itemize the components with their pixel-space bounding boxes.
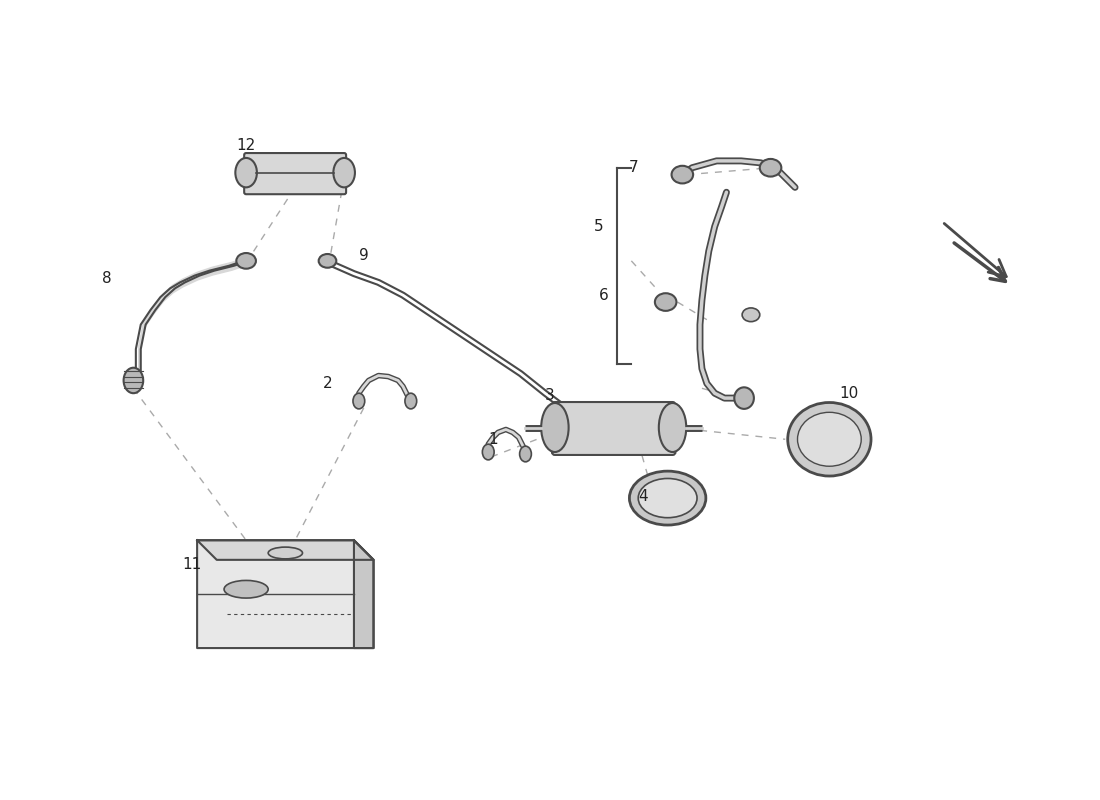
FancyBboxPatch shape	[244, 153, 346, 194]
Text: 7: 7	[628, 160, 638, 175]
Ellipse shape	[224, 581, 268, 598]
Ellipse shape	[760, 159, 781, 177]
Text: 3: 3	[546, 388, 554, 402]
Ellipse shape	[483, 444, 494, 460]
Ellipse shape	[629, 471, 706, 525]
Ellipse shape	[671, 166, 693, 183]
Text: 6: 6	[600, 288, 608, 302]
Text: 8: 8	[102, 271, 112, 286]
Text: 9: 9	[359, 249, 369, 263]
Text: 11: 11	[183, 558, 201, 572]
Ellipse shape	[654, 294, 676, 311]
Ellipse shape	[519, 446, 531, 462]
Polygon shape	[197, 540, 374, 560]
Ellipse shape	[659, 403, 686, 452]
Text: 1: 1	[488, 432, 498, 446]
Ellipse shape	[735, 387, 754, 409]
Ellipse shape	[742, 308, 760, 322]
Text: 5: 5	[594, 219, 604, 234]
Ellipse shape	[235, 158, 257, 187]
Ellipse shape	[798, 412, 861, 466]
Text: 12: 12	[236, 138, 255, 153]
Ellipse shape	[638, 478, 697, 518]
Ellipse shape	[236, 253, 256, 269]
Text: 2: 2	[322, 376, 332, 391]
Text: 4: 4	[638, 489, 648, 504]
Ellipse shape	[405, 394, 417, 409]
FancyBboxPatch shape	[552, 402, 675, 455]
Ellipse shape	[333, 158, 355, 187]
Ellipse shape	[541, 403, 569, 452]
Ellipse shape	[353, 394, 365, 409]
Text: 10: 10	[839, 386, 858, 401]
Ellipse shape	[788, 402, 871, 476]
Polygon shape	[197, 540, 374, 648]
Ellipse shape	[123, 368, 143, 394]
Polygon shape	[354, 540, 374, 648]
Ellipse shape	[268, 547, 302, 559]
Ellipse shape	[319, 254, 337, 268]
